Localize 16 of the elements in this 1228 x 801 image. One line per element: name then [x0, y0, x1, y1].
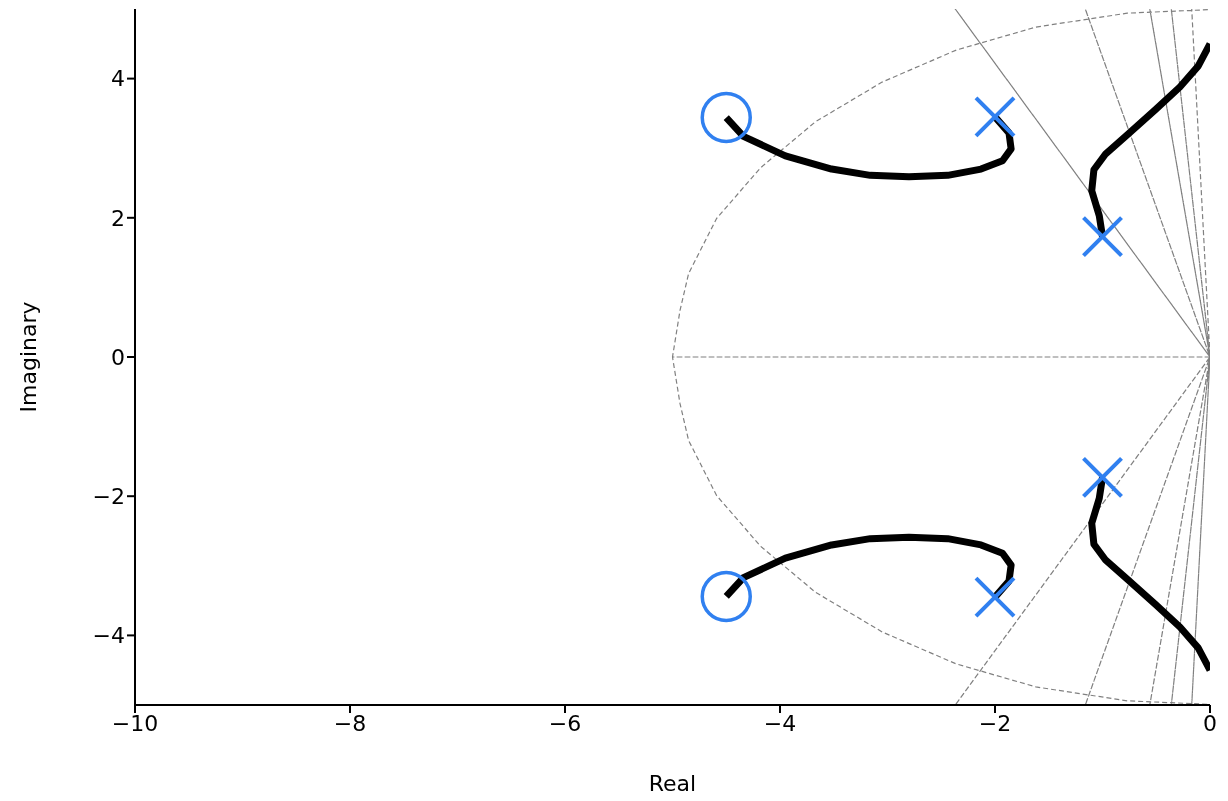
y-tick-label: 2 [111, 205, 125, 231]
x-tick-label: −2 [978, 710, 1012, 736]
y-axis-title: Imaginary [15, 301, 41, 413]
x-tick-label: −4 [763, 710, 797, 736]
x-axis-title: Real [648, 771, 697, 796]
point [700, 570, 752, 623]
line-series [671, 9, 1210, 705]
x-tick-label: −6 [548, 710, 582, 736]
y-tick-label: 0 [111, 344, 125, 370]
y-tick-label: 4 [111, 66, 125, 92]
x-tick-label: 0 [1203, 710, 1217, 736]
y-tick-label: −4 [92, 623, 125, 649]
x-tick-label: −10 [111, 710, 159, 736]
y-tick-label: −2 [92, 484, 125, 510]
point [700, 91, 752, 144]
x-tick-label: −8 [333, 710, 367, 736]
